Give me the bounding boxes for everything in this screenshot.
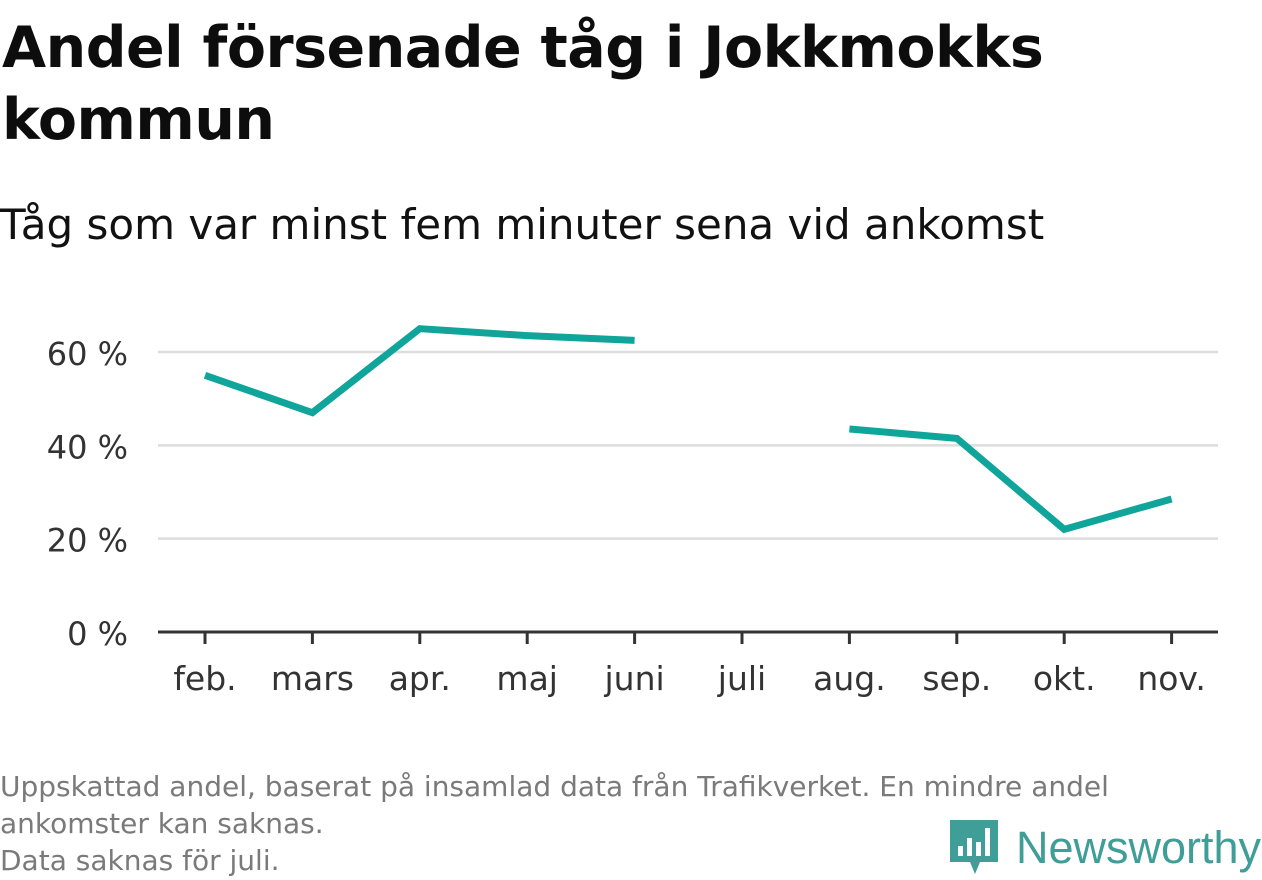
brand-logo: Newsworthy [950, 816, 1261, 880]
footnote-line: Data saknas för juli. [0, 844, 280, 877]
series-line [849, 425, 1173, 534]
x-tick-label: juni [604, 659, 665, 698]
chart-subtitle: Tåg som var minst fem minuter sena vid a… [0, 200, 1045, 249]
y-tick-label: 40 % [47, 428, 128, 466]
x-tick-label: mars [271, 659, 354, 698]
y-tick-label: 60 % [47, 335, 128, 373]
bar-chart-speech-bubble-icon [950, 820, 998, 874]
series-lines [203, 325, 1173, 534]
x-tick-label: feb. [173, 659, 236, 698]
x-tick-label: juli [717, 659, 766, 698]
footnote-line: Uppskattad andel, baserat på insamlad da… [0, 770, 1109, 803]
x-tick-label: sep. [922, 659, 991, 698]
series-line [203, 325, 635, 417]
y-axis-tick-labels: 0 % 20 % 40 % 60 % [47, 335, 128, 653]
x-tick-label: nov. [1137, 659, 1206, 698]
x-axis [158, 630, 1218, 644]
footnote-line: ankomster kan saknas. [0, 807, 324, 840]
x-tick-label: maj [496, 659, 558, 698]
x-tick-label: okt. [1033, 659, 1096, 698]
y-tick-label: 0 % [67, 615, 128, 653]
footnote: Uppskattad andel, baserat på insamlad da… [0, 768, 1250, 879]
chart-title: Andel försenade tåg i Jokkmokks kommun [2, 15, 1044, 153]
x-axis-tick-labels: feb. mars apr. maj juni juli aug. sep. okt. nov. [173, 659, 1206, 698]
x-tick-label: apr. [389, 659, 451, 698]
brand-name: Newsworthy [1016, 822, 1262, 873]
x-tick-label: aug. [813, 659, 886, 698]
y-tick-label: 20 % [47, 522, 128, 560]
gridlines [158, 350, 1218, 540]
